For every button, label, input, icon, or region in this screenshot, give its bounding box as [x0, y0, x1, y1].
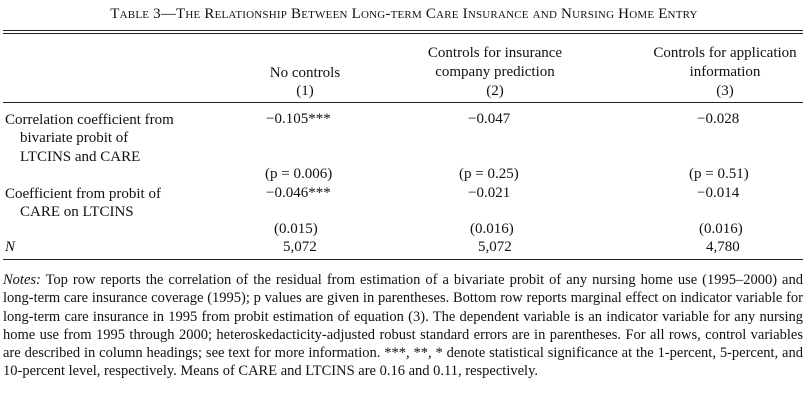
row2-value-col2: −0.021	[468, 185, 511, 201]
row1-pvalue-col2: (p = 0.25)	[459, 166, 519, 182]
row1-label-line2: bivariate probit of	[20, 130, 129, 146]
column-header-2-line1: Controls for insurance	[427, 45, 563, 61]
top-rule-second	[3, 33, 803, 34]
row1-pvalue-col3: (p = 0.51)	[689, 166, 749, 182]
column-header-2-line2: company prediction	[435, 64, 555, 80]
row2-se-col1: (0.015)	[274, 221, 318, 237]
column-header-2-number: (2)	[486, 83, 504, 99]
row2-se-col2: (0.016)	[470, 221, 514, 237]
header-rule	[3, 102, 803, 103]
row1-label-line1: Correlation coefficient from	[5, 112, 174, 128]
row3-value-col2: 5,072	[478, 239, 512, 255]
row1-value-col3: −0.028	[697, 111, 740, 127]
row2-value-col3: −0.014	[697, 185, 740, 201]
column-header-3-number: (3)	[716, 83, 734, 99]
column-header-1-line2: No controls	[269, 65, 341, 81]
row1-value-col1: −0.105***	[266, 111, 331, 127]
row3-label: N	[5, 239, 16, 255]
table-title: Table 3—The Relationship Between Long-te…	[110, 6, 698, 22]
row2-se-col3: (0.016)	[699, 221, 743, 237]
bottom-rule	[3, 259, 803, 260]
row1-value-col2: −0.047	[468, 111, 511, 127]
row3-value-col1: 5,072	[283, 239, 317, 255]
row2-label-line2: CARE on LTCINS	[20, 204, 134, 220]
row2-label-line1: Coefficient from probit of	[5, 186, 161, 202]
table-notes: Notes: Top row reports the correlation o…	[3, 271, 803, 381]
row2-value-col1: −0.046***	[266, 185, 331, 201]
row1-pvalue-col1: (p = 0.006)	[265, 166, 333, 182]
column-header-3-line1: Controls for application	[653, 45, 797, 61]
column-header-1-number: (1)	[296, 83, 314, 99]
row1-label-line3: LTCINS and CARE	[20, 149, 141, 165]
top-rule	[3, 30, 803, 31]
notes-label: Notes:	[3, 272, 41, 288]
notes-text: Top row reports the correlation of the r…	[3, 272, 803, 380]
column-header-3-line2: information	[689, 64, 761, 80]
row3-value-col3: 4,780	[706, 239, 740, 255]
